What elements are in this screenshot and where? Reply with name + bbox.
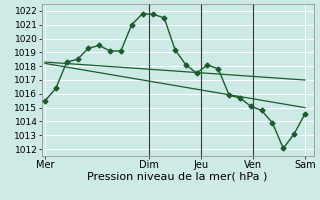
X-axis label: Pression niveau de la mer( hPa ): Pression niveau de la mer( hPa ) [87,172,268,182]
